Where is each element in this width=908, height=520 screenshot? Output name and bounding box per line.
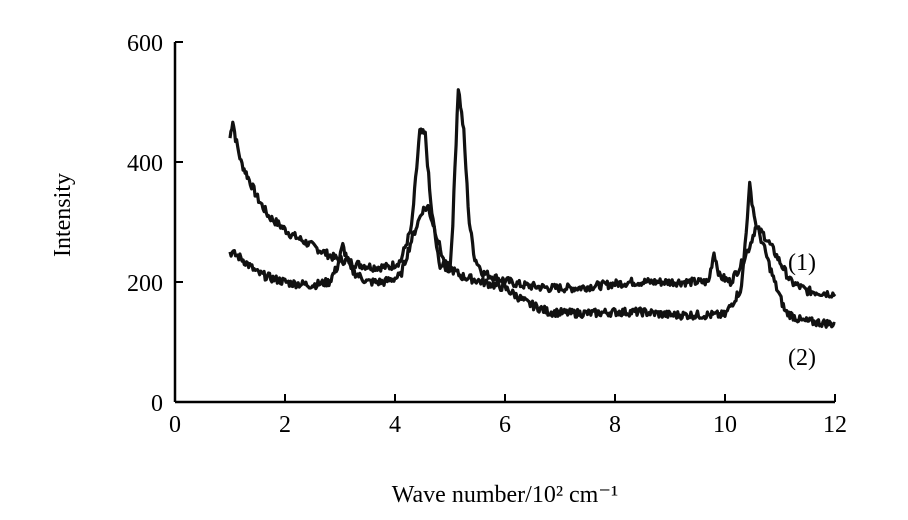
x-tick-label: 0: [169, 412, 181, 438]
y-tick-label: 600: [127, 31, 163, 57]
ticks-layer: 0 2 4 6 8 10 12 0 200 400 600: [127, 31, 847, 438]
x-axis-title: Wave number/10² cm⁻¹: [392, 482, 618, 508]
y-tick-label: 0: [151, 391, 163, 417]
y-tick-label: 400: [127, 151, 163, 177]
series-label-1: (1): [788, 250, 816, 276]
y-axis-title: Intensity: [50, 173, 76, 257]
x-tick-label: 2: [279, 412, 291, 438]
y-tick-label: 200: [127, 271, 163, 297]
series-line-1: [228, 88, 837, 299]
series-label-2: (2): [788, 345, 816, 371]
x-tick-label: 4: [389, 412, 401, 438]
x-tick-label: 12: [823, 412, 847, 438]
x-tick-label: 8: [609, 412, 621, 438]
labels-layer: Intensity Wave number/10² cm⁻¹ (1) (2): [50, 173, 816, 508]
series-layer: [228, 88, 837, 329]
x-tick-label: 6: [499, 412, 511, 438]
series-line-2: [228, 180, 836, 329]
x-tick-label: 10: [713, 412, 737, 438]
